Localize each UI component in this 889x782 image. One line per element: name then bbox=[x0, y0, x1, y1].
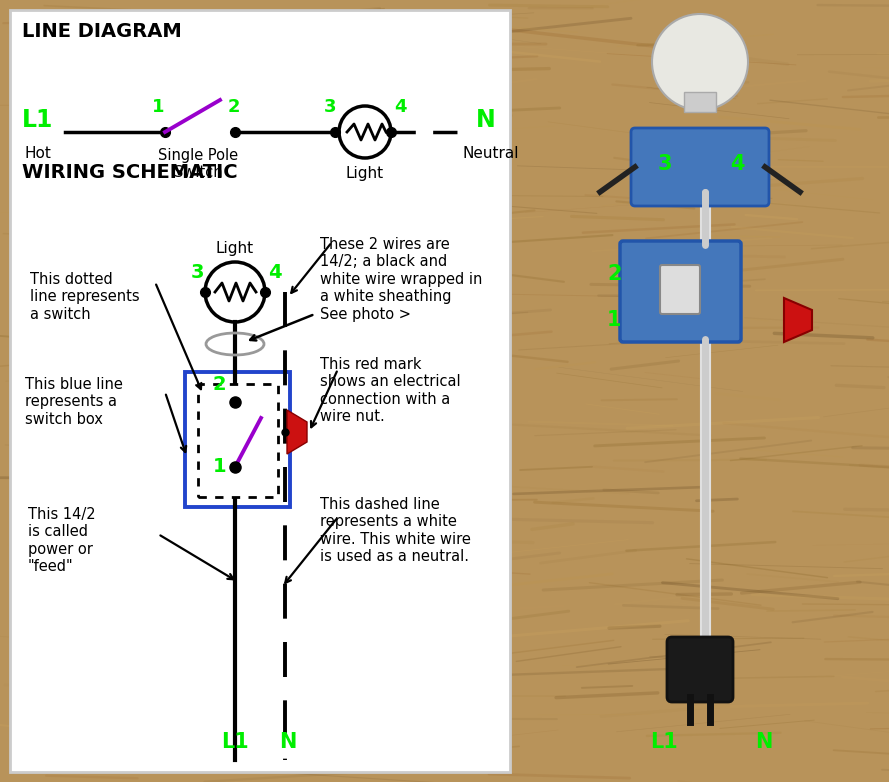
FancyBboxPatch shape bbox=[667, 637, 733, 702]
Bar bbox=[198, 384, 278, 497]
Text: This dashed line
represents a white
wire. This white wire
is used as a neutral.: This dashed line represents a white wire… bbox=[320, 497, 471, 564]
Text: This 14/2
is called
power or
"feed": This 14/2 is called power or "feed" bbox=[28, 507, 96, 574]
Text: These 2 wires are
14/2; a black and
white wire wrapped in
a white sheathing
See : These 2 wires are 14/2; a black and whit… bbox=[320, 237, 483, 321]
Text: Light: Light bbox=[216, 241, 254, 256]
FancyBboxPatch shape bbox=[660, 265, 700, 314]
Text: WIRING SCHEMATIC: WIRING SCHEMATIC bbox=[22, 163, 237, 182]
Text: N: N bbox=[476, 108, 496, 132]
Bar bbox=[10, 10, 510, 772]
Text: 3: 3 bbox=[658, 154, 672, 174]
Polygon shape bbox=[784, 298, 812, 342]
Text: 2: 2 bbox=[228, 98, 241, 116]
Text: N: N bbox=[755, 732, 773, 752]
Text: L1: L1 bbox=[22, 108, 53, 132]
Text: N: N bbox=[279, 732, 296, 752]
Bar bbox=[185, 372, 290, 507]
Text: Neutral: Neutral bbox=[463, 146, 519, 161]
Text: 4: 4 bbox=[268, 263, 282, 282]
Text: 1: 1 bbox=[152, 98, 164, 116]
Text: 2: 2 bbox=[213, 375, 227, 394]
Text: 3: 3 bbox=[324, 98, 337, 116]
Text: Single Pole
Switch: Single Pole Switch bbox=[158, 148, 238, 181]
Text: 4: 4 bbox=[730, 154, 744, 174]
Text: Hot: Hot bbox=[24, 146, 51, 161]
Circle shape bbox=[652, 14, 748, 110]
FancyBboxPatch shape bbox=[620, 241, 741, 342]
Text: This dotted
line represents
a switch: This dotted line represents a switch bbox=[30, 272, 140, 322]
Text: 1: 1 bbox=[607, 310, 621, 330]
Text: Light: Light bbox=[346, 166, 384, 181]
Text: This red mark
shows an electrical
connection with a
wire nut.: This red mark shows an electrical connec… bbox=[320, 357, 461, 424]
Polygon shape bbox=[287, 410, 307, 454]
Text: This blue line
represents a
switch box: This blue line represents a switch box bbox=[25, 377, 123, 427]
Text: LINE DIAGRAM: LINE DIAGRAM bbox=[22, 22, 181, 41]
Text: 2: 2 bbox=[607, 264, 621, 284]
Text: L1: L1 bbox=[650, 732, 677, 752]
FancyBboxPatch shape bbox=[631, 128, 769, 206]
Text: 1: 1 bbox=[213, 457, 227, 476]
Text: 3: 3 bbox=[191, 263, 204, 282]
Text: 4: 4 bbox=[394, 98, 406, 116]
Text: L1: L1 bbox=[221, 732, 249, 752]
FancyBboxPatch shape bbox=[684, 92, 716, 112]
